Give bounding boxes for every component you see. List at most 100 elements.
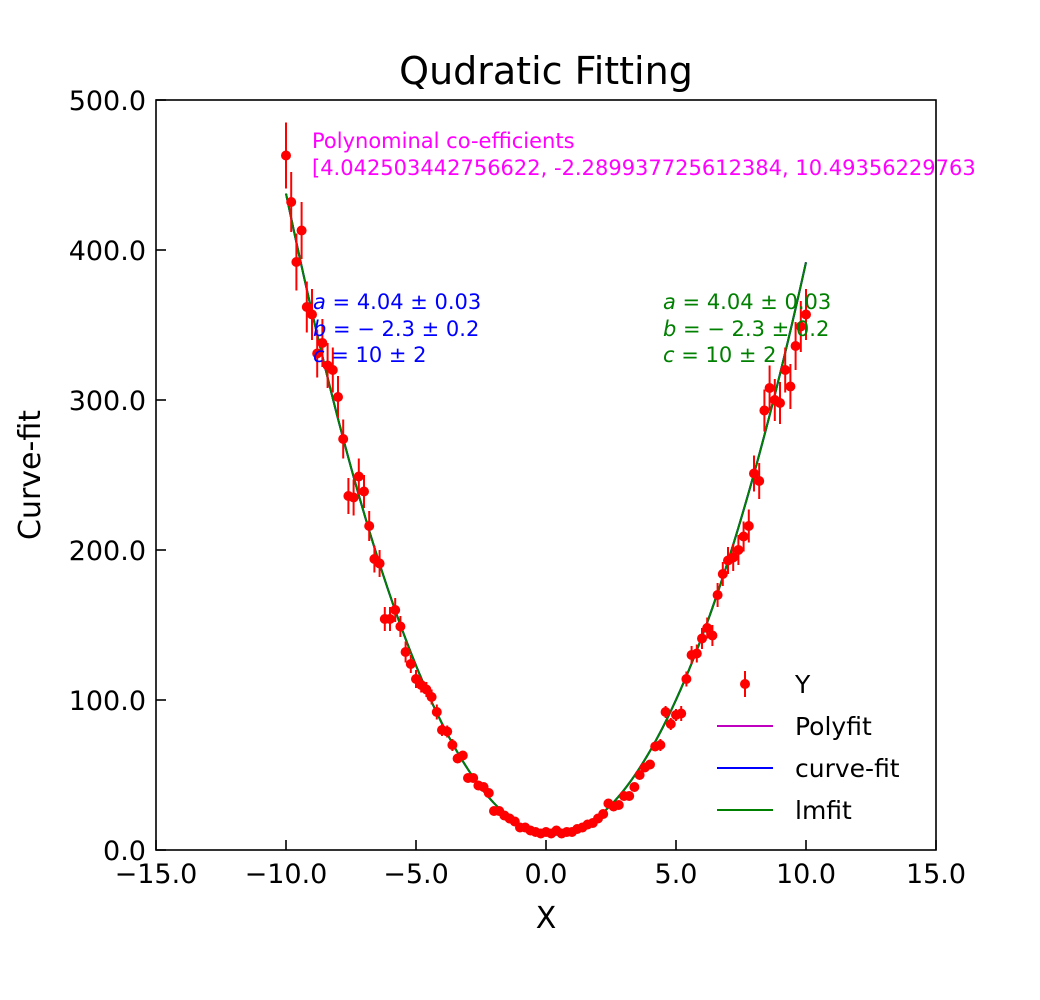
x-tick-label: 10.0 xyxy=(776,859,836,890)
data-point xyxy=(743,521,754,531)
data-point xyxy=(385,614,395,624)
data-point xyxy=(291,257,302,267)
legend-label-lmfit: lmfit xyxy=(795,796,852,825)
x-tick-label: −15.0 xyxy=(115,859,198,890)
data-point xyxy=(483,788,494,798)
legend: Y Polyfit curve-fit lmfit xyxy=(717,670,900,825)
data-point xyxy=(359,486,369,497)
legend-entry-curve-fit: curve-fit xyxy=(717,754,900,783)
data-point xyxy=(702,623,713,633)
data-point xyxy=(405,659,416,669)
data-point xyxy=(801,309,811,320)
y-tick-label: 400.0 xyxy=(69,236,146,267)
x-axis-ticks: −15.0 −10.0 −5.0 0.0 5.0 10.0 15.0 xyxy=(115,840,966,890)
data-point xyxy=(764,383,775,393)
data-point xyxy=(312,348,323,359)
data-point xyxy=(790,341,801,351)
data-point xyxy=(598,809,609,819)
data-point xyxy=(707,630,718,641)
curve-fit-param-b: b = − 2.3 ± 0.2 xyxy=(313,317,479,341)
data-point xyxy=(390,605,401,615)
legend-entry-polyfit: Polyfit xyxy=(717,712,872,741)
data-point xyxy=(645,759,655,770)
polyfit-annotation: Polynominal co-efficients [4.04250344275… xyxy=(312,129,976,180)
data-point xyxy=(348,492,359,503)
data-point xyxy=(457,750,468,761)
data-point xyxy=(338,434,349,444)
data-point xyxy=(629,782,640,792)
x-tick-label: −10.0 xyxy=(245,859,328,890)
data-point xyxy=(333,392,343,402)
data-point xyxy=(660,707,671,717)
x-tick-label: 15.0 xyxy=(906,859,966,890)
legend-label-polyfit: Polyfit xyxy=(795,712,872,741)
data-point xyxy=(676,708,687,719)
data-point xyxy=(431,707,442,717)
curve-fit-annotation: a = 4.04 ± 0.03 b = − 2.3 ± 0.2 c = 10 ±… xyxy=(313,290,481,367)
y-tick-label: 100.0 xyxy=(69,686,146,717)
curve-fit-param-a: a = 4.04 ± 0.03 xyxy=(313,290,481,314)
data-point xyxy=(468,773,479,783)
data-point xyxy=(286,197,297,207)
curve-fit-param-c: c = 10 ± 2 xyxy=(313,343,427,367)
data-point xyxy=(780,365,791,375)
data-point xyxy=(364,521,375,531)
x-tick-label: 5.0 xyxy=(655,859,698,890)
chart-title: Qudratic Fitting xyxy=(399,49,693,93)
data-point xyxy=(307,309,317,320)
lmfit-annotation: a = 4.04 ± 0.03 b = − 2.3 ± 0.2 c = 10 ±… xyxy=(663,290,831,367)
legend-label-curve-fit: curve-fit xyxy=(795,754,900,783)
lmfit-param-c: c = 10 ± 2 xyxy=(663,343,777,367)
y-tick-label: 500.0 xyxy=(69,86,146,117)
data-point xyxy=(775,398,785,408)
y-axis-label: Curve-fit xyxy=(13,410,48,540)
data-point xyxy=(665,719,676,729)
lmfit-param-b: b = − 2.3 ± 0.2 xyxy=(663,317,829,341)
data-point xyxy=(624,791,635,801)
data-point xyxy=(712,590,723,600)
y-tick-label: 300.0 xyxy=(69,386,146,417)
data-point xyxy=(655,740,666,750)
legend-y-marker xyxy=(740,679,750,689)
data-point xyxy=(691,648,702,659)
data-point xyxy=(634,770,645,780)
legend-label-y: Y xyxy=(794,670,811,699)
data-point xyxy=(785,381,796,392)
data-point xyxy=(296,225,307,236)
y-tick-label: 0.0 xyxy=(103,836,146,867)
data-point xyxy=(749,468,759,479)
data-point xyxy=(395,621,406,632)
data-point xyxy=(374,558,385,569)
data-point xyxy=(681,674,692,684)
y-tick-label: 200.0 xyxy=(69,536,146,567)
data-points xyxy=(281,122,811,839)
data-point xyxy=(400,647,411,657)
data-point xyxy=(759,405,770,416)
data-point xyxy=(754,476,765,486)
data-point xyxy=(353,471,364,482)
data-point xyxy=(421,684,432,695)
data-point xyxy=(738,531,749,542)
x-tick-label: 0.0 xyxy=(525,859,568,890)
data-point xyxy=(733,545,744,555)
polyfit-annotation-line2: [4.042503442756622, -2.289937725612384, … xyxy=(312,156,976,180)
data-point xyxy=(317,338,328,348)
data-point xyxy=(613,800,624,810)
data-point xyxy=(728,552,739,563)
data-point xyxy=(426,692,437,702)
legend-entry-lmfit: lmfit xyxy=(717,796,852,825)
x-tick-label: −5.0 xyxy=(383,859,449,890)
data-point xyxy=(717,569,728,579)
y-axis-ticks: 0.0 100.0 200.0 300.0 400.0 500.0 xyxy=(69,86,166,867)
data-point xyxy=(447,740,458,750)
data-point xyxy=(442,726,453,737)
data-point xyxy=(697,633,707,644)
polyfit-annotation-line1: Polynominal co-efficients xyxy=(312,129,575,153)
x-axis-label: X xyxy=(536,901,557,936)
lmfit-param-a: a = 4.04 ± 0.03 xyxy=(663,290,831,314)
data-point xyxy=(327,365,338,375)
data-point xyxy=(795,321,806,332)
data-point xyxy=(301,302,312,312)
data-point xyxy=(281,150,291,161)
